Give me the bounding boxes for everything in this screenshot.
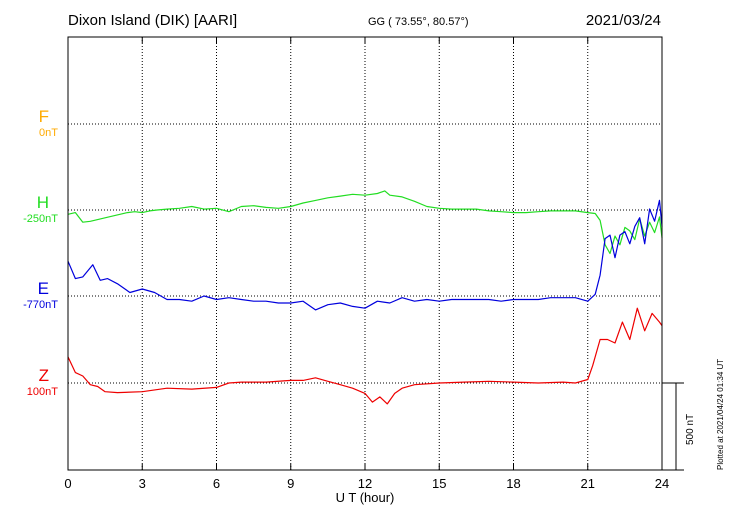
plot-timestamp: Plotted at 2021/04/24 01:34 UT	[716, 359, 725, 470]
component-label-h: H -250nT	[0, 194, 60, 226]
x-tick-label: 0	[64, 476, 71, 491]
series-lines	[67, 190, 663, 405]
component-offset: 0nT	[39, 127, 58, 139]
x-axis-label: U T (hour)	[336, 490, 395, 505]
series-line-z	[67, 307, 663, 405]
station-title: Dixon Island (DIK) [AARI]	[68, 12, 238, 29]
grid	[68, 37, 662, 470]
x-tick-label: 21	[581, 476, 595, 491]
scale-bar	[662, 382, 684, 471]
component-name: E	[37, 279, 49, 298]
component-offset: -770nT	[23, 299, 58, 311]
series-line-e	[67, 199, 663, 311]
plot-date: 2021/03/24	[585, 12, 661, 29]
x-ticks: 0 3 6 9 12 15 18 21 24	[64, 37, 669, 491]
component-name: F	[38, 107, 49, 126]
component-label-f: F 0nT	[0, 108, 60, 140]
component-offset: -250nT	[23, 213, 58, 225]
x-tick-label: 12	[358, 476, 372, 491]
x-tick-label: 3	[139, 476, 146, 491]
scale-bar-label: 500 nT	[685, 414, 696, 445]
x-tick-label: 15	[432, 476, 446, 491]
x-tick-label: 18	[506, 476, 520, 491]
component-offset: 100nT	[26, 386, 58, 398]
x-tick-label: 9	[287, 476, 294, 491]
component-label-z: Z 100nT	[0, 367, 60, 399]
x-tick-label: 6	[213, 476, 220, 491]
component-label-e: E -770nT	[0, 280, 60, 312]
component-name: Z	[38, 366, 49, 385]
x-tick-label: 24	[655, 476, 669, 491]
component-name: H	[36, 193, 49, 212]
station-coordinates: GG ( 73.55°, 80.57°)	[368, 16, 469, 28]
